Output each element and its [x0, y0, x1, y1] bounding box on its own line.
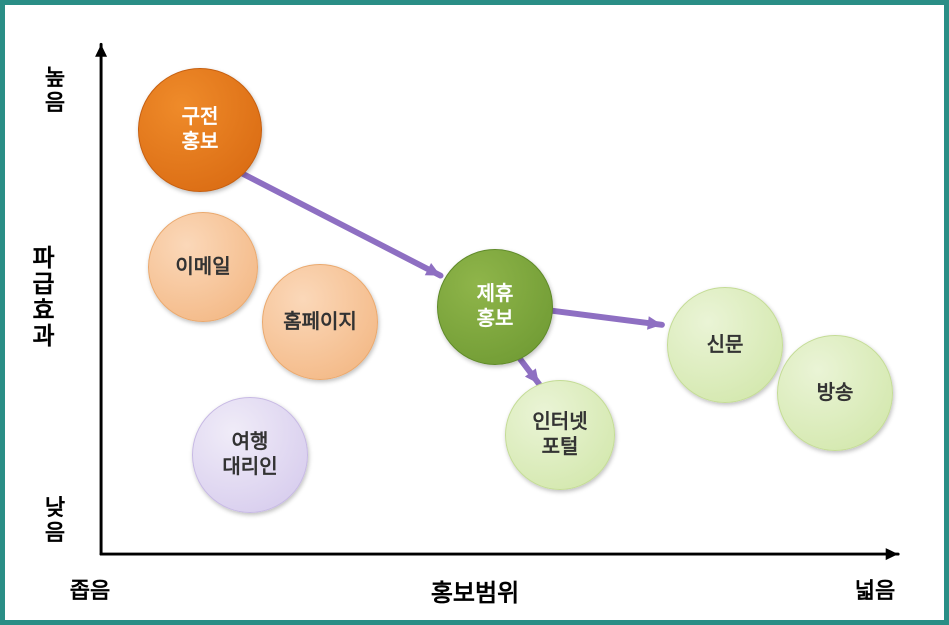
- y-low-label: 낮 음: [45, 495, 65, 546]
- bubble-label: 구전 홍보: [182, 105, 219, 155]
- bubble-homepage: 홈페이지: [262, 264, 378, 380]
- chart-frame: 홍보범위 파급효과 좁음 넓음 낮 음 높 음 구전 홍보이메일홈페이지 제휴 홍…: [0, 0, 949, 625]
- bubble-label: 인터넷 포털: [532, 410, 587, 460]
- bubble-label: 홈페이지: [283, 310, 357, 335]
- bubble-wom: 구전 홍보: [138, 68, 262, 192]
- bubble-label: 이메일: [175, 255, 230, 280]
- bubble-broadcast: 방송: [777, 335, 893, 451]
- y-high-label: 높 음: [45, 65, 65, 116]
- x-high-label: 넓음: [855, 573, 895, 605]
- bubble-newspaper: 신문: [667, 287, 783, 403]
- bubble-label: 신문: [707, 333, 744, 358]
- bubble-label: 방송: [817, 381, 854, 406]
- x-low-label: 좁음: [70, 573, 110, 605]
- bubble-agent: 여행 대리인: [192, 397, 308, 513]
- x-axis-label: 홍보범위: [431, 573, 519, 608]
- y-axis-label: 파급효과: [23, 245, 58, 349]
- bubble-label: 여행 대리인: [222, 430, 277, 480]
- bubble-email: 이메일: [148, 212, 258, 322]
- bubble-chart: 홍보범위 파급효과 좁음 넓음 낮 음 높 음 구전 홍보이메일홈페이지 제휴 홍…: [5, 5, 944, 620]
- bubble-portal: 인터넷 포털: [505, 380, 615, 490]
- bubble-alliance: 제휴 홍보: [437, 249, 553, 365]
- bubble-label: 제휴 홍보: [477, 282, 514, 332]
